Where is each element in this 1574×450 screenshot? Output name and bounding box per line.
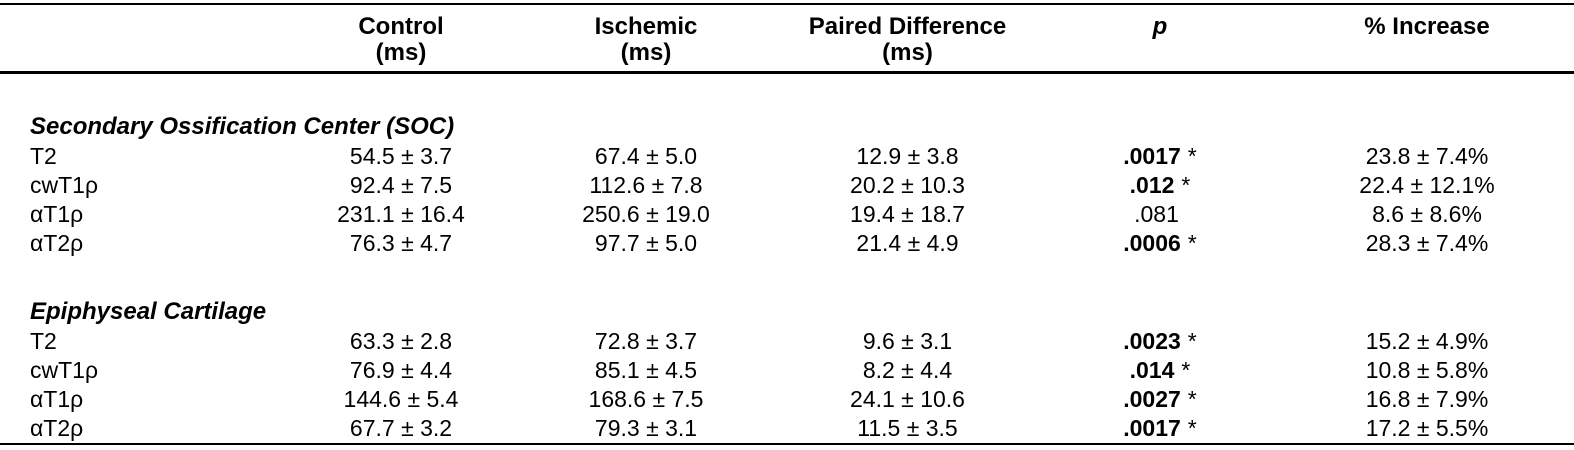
cell-ischemic: 67.4 ± 5.0 xyxy=(594,142,698,169)
table-row: T2 54.5 ± 3.7 67.4 ± 5.0 12.9 ± 3.8 .001… xyxy=(0,142,1574,171)
p-value: .0023 xyxy=(1123,327,1181,354)
row-label: T2 xyxy=(30,327,57,354)
table-row: αT1ρ 231.1 ± 16.4 250.6 ± 19.0 19.4 ± 18… xyxy=(0,200,1574,229)
col-header-control-line1: Control xyxy=(358,13,444,40)
col-header-control-unit: (ms) xyxy=(375,39,427,66)
significance-asterisk: * xyxy=(1181,171,1191,198)
significance-asterisk: * xyxy=(1187,414,1197,441)
cell-control: 144.6 ± 5.4 xyxy=(343,385,459,412)
table-body: Secondary Ossification Center (SOC) T2 5… xyxy=(0,73,1574,444)
cell-ischemic: 112.6 ± 7.8 xyxy=(589,171,703,198)
p-value: .0006 xyxy=(1123,229,1181,256)
row-label: T2 xyxy=(30,142,57,169)
col-header-ischemic: Ischemic (ms) xyxy=(517,4,775,74)
row-label: αT2ρ xyxy=(30,414,84,441)
section-header-soc: Secondary Ossification Center (SOC) xyxy=(0,111,1574,142)
significance-asterisk: * xyxy=(1181,356,1191,383)
cell-paired-difference: 24.1 ± 10.6 xyxy=(850,385,965,412)
p-value: .012 xyxy=(1129,171,1175,198)
measurement-table: Control (ms) Ischemic (ms) Paired Differ… xyxy=(0,3,1574,445)
header-row: Control (ms) Ischemic (ms) Paired Differ… xyxy=(0,4,1574,74)
table-row: cwT1ρ 76.9 ± 4.4 85.1 ± 4.5 8.2 ± 4.4 .0… xyxy=(0,356,1574,385)
table-row: αT1ρ 144.6 ± 5.4 168.6 ± 7.5 24.1 ± 10.6… xyxy=(0,385,1574,414)
cell-p: .081 xyxy=(1040,200,1280,229)
col-header-paired-unit: (ms) xyxy=(882,39,933,66)
p-value: .0027 xyxy=(1123,385,1181,412)
row-label: αT2ρ xyxy=(30,229,84,256)
table-row: T2 63.3 ± 2.8 72.8 ± 3.7 9.6 ± 3.1 .0023… xyxy=(0,327,1574,356)
cell-p: .014 * xyxy=(1040,356,1280,385)
p-value: .0017 xyxy=(1123,414,1181,441)
cell-percent-increase: 17.2 ± 5.5% xyxy=(1365,414,1489,441)
cell-control: 63.3 ± 2.8 xyxy=(349,327,453,354)
cell-p: .0017 * xyxy=(1040,414,1280,444)
table-row: cwT1ρ 92.4 ± 7.5 112.6 ± 7.8 20.2 ± 10.3… xyxy=(0,171,1574,200)
col-header-paired-line1: Paired Difference xyxy=(808,13,1007,40)
spacer-row xyxy=(0,73,1574,111)
p-value: .014 xyxy=(1129,356,1175,383)
row-label: αT1ρ xyxy=(30,200,84,227)
cell-paired-difference: 21.4 ± 4.9 xyxy=(856,229,959,256)
cell-ischemic: 97.7 ± 5.0 xyxy=(594,229,698,256)
cell-p: .0023 * xyxy=(1040,327,1280,356)
col-header-percent-increase: % Increase xyxy=(1280,4,1574,74)
cell-percent-increase: 8.6 ± 8.6% xyxy=(1372,200,1482,227)
cell-ischemic: 72.8 ± 3.7 xyxy=(594,327,698,354)
cell-percent-increase: 22.4 ± 12.1% xyxy=(1359,171,1495,198)
col-header-increase-line1: % Increase xyxy=(1364,13,1490,40)
col-header-label xyxy=(0,4,285,74)
cell-ischemic: 250.6 ± 19.0 xyxy=(582,200,710,227)
cell-p: .0017 * xyxy=(1040,142,1280,171)
cell-control: 76.3 ± 4.7 xyxy=(349,229,453,256)
cell-control: 67.7 ± 3.2 xyxy=(349,414,453,441)
cell-control: 54.5 ± 3.7 xyxy=(349,142,453,169)
section-title: Epiphyseal Cartilage xyxy=(30,297,267,325)
col-header-control: Control (ms) xyxy=(285,4,517,74)
p-value: .0017 xyxy=(1123,142,1181,169)
cell-control: 92.4 ± 7.5 xyxy=(349,171,453,198)
cell-percent-increase: 28.3 ± 7.4% xyxy=(1365,229,1489,256)
col-header-paired-difference: Paired Difference (ms) xyxy=(775,4,1040,74)
cell-p: .012 * xyxy=(1040,171,1280,200)
cell-percent-increase: 15.2 ± 4.9% xyxy=(1365,327,1489,354)
cell-ischemic: 85.1 ± 4.5 xyxy=(594,356,698,383)
significance-asterisk: * xyxy=(1187,229,1197,256)
cell-paired-difference: 8.2 ± 4.4 xyxy=(862,356,953,383)
cell-percent-increase: 10.8 ± 5.8% xyxy=(1365,356,1489,383)
col-header-p: p xyxy=(1040,4,1280,74)
cell-percent-increase: 23.8 ± 7.4% xyxy=(1365,142,1489,169)
col-header-ischemic-unit: (ms) xyxy=(620,39,672,66)
cell-paired-difference: 20.2 ± 10.3 xyxy=(850,171,965,198)
significance-asterisk: * xyxy=(1187,327,1197,354)
cell-p: .0006 * xyxy=(1040,229,1280,258)
p-value: .081 xyxy=(1134,200,1179,227)
table-row: αT2ρ 67.7 ± 3.2 79.3 ± 3.1 11.5 ± 3.5 .0… xyxy=(0,414,1574,444)
spacer-row xyxy=(0,258,1574,296)
cell-percent-increase: 16.8 ± 7.9% xyxy=(1365,385,1489,412)
cell-ischemic: 168.6 ± 7.5 xyxy=(588,385,704,412)
table-row: αT2ρ 76.3 ± 4.7 97.7 ± 5.0 21.4 ± 4.9 .0… xyxy=(0,229,1574,258)
cell-paired-difference: 12.9 ± 3.8 xyxy=(856,142,959,169)
cell-paired-difference: 19.4 ± 18.7 xyxy=(850,200,965,227)
row-label: cwT1ρ xyxy=(30,171,99,198)
significance-asterisk: * xyxy=(1187,385,1197,412)
cell-p: .0027 * xyxy=(1040,385,1280,414)
row-label: αT1ρ xyxy=(30,385,84,412)
table-header: Control (ms) Ischemic (ms) Paired Differ… xyxy=(0,4,1574,74)
cell-control: 231.1 ± 16.4 xyxy=(337,200,465,227)
section-title: Secondary Ossification Center (SOC) xyxy=(30,112,455,140)
row-label: cwT1ρ xyxy=(30,356,99,383)
section-header-epiphyseal-cartilage: Epiphyseal Cartilage xyxy=(0,296,1574,327)
significance-asterisk: * xyxy=(1187,142,1197,169)
cell-paired-difference: 9.6 ± 3.1 xyxy=(862,327,953,354)
col-header-p-line1: p xyxy=(1152,13,1168,40)
cell-control: 76.9 ± 4.4 xyxy=(349,356,453,383)
cell-ischemic: 79.3 ± 3.1 xyxy=(594,414,698,441)
col-header-ischemic-line1: Ischemic xyxy=(594,13,698,40)
cell-paired-difference: 11.5 ± 3.5 xyxy=(857,414,958,441)
